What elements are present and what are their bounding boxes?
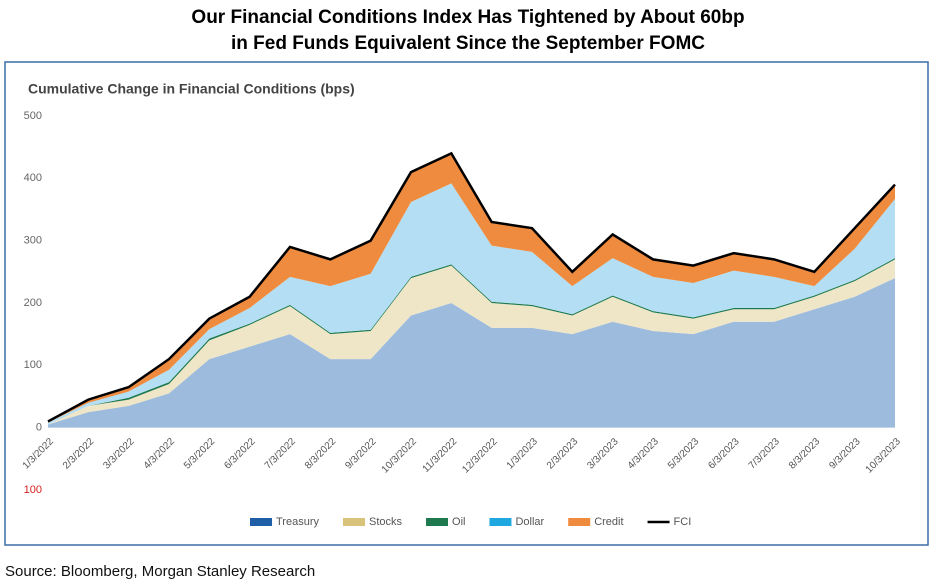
legend-swatch [489,518,512,526]
area [48,259,895,425]
x-tick-label: 10/3/2023 [864,436,904,476]
x-tick-label: 8/3/2022 [303,436,339,472]
x-tick-label: 11/3/2022 [421,436,460,475]
x-tick-label: 12/3/2022 [460,436,500,476]
legend-label: Dollar [515,516,544,528]
x-tick-label: 8/3/2023 [787,436,823,472]
chart-subtitle: Cumulative Change in Financial Condition… [28,81,355,97]
x-tick-label: 3/3/2023 [585,436,621,472]
x-tick-label: 2/3/2023 [545,436,581,472]
area [48,278,895,428]
x-tick-label: 4/3/2022 [142,436,178,472]
legend-label: Credit [594,516,623,528]
y-tick-label: 0 [36,422,42,434]
legend-label: FCI [674,516,692,528]
x-tick-label: 1/3/2023 [505,436,541,472]
legend-label: Oil [452,516,465,528]
y-tick-label: 300 [24,235,42,247]
x-tick-label: 9/3/2023 [827,436,863,472]
source: Source: Bloomberg, Morgan Stanley Resear… [5,563,315,580]
legend-swatch [426,518,449,526]
x-tick-label: 10/3/2022 [380,436,420,476]
x-tick-label: 6/3/2023 [706,436,742,472]
x-tick-label: 1/3/2022 [21,436,57,472]
x-tick-label: 3/3/2022 [101,436,137,472]
y-tick-label: 400 [24,172,42,184]
legend-label: Treasury [276,516,319,528]
fci-line [47,151,896,423]
chart-title: in Fed Funds Equivalent Since the Septem… [231,33,705,54]
legend-swatch [568,518,591,526]
x-tick-label: 7/3/2022 [263,436,299,472]
x-tick-label: 7/3/2023 [747,436,783,472]
y-tick-label: 100 [24,359,42,371]
legend-label: Stocks [369,516,403,528]
x-tick-label: 5/3/2023 [666,436,702,472]
area [48,183,895,425]
y-tick-label: 200 [24,297,42,309]
x-tick-label: 5/3/2022 [182,436,218,472]
legend-swatch [343,518,365,526]
y-tick-label: 100 [24,484,42,496]
y-tick-label: 500 [24,110,42,122]
x-tick-label: 4/3/2023 [626,436,662,472]
chart-title: Our Financial Conditions Index Has Tight… [191,7,744,28]
frame [4,61,929,546]
x-tick-label: 6/3/2022 [222,436,258,472]
x-tick-label: 9/3/2022 [343,436,379,472]
legend-swatch [250,518,272,526]
area [48,153,895,423]
x-tick-label: 2/3/2022 [61,436,97,472]
